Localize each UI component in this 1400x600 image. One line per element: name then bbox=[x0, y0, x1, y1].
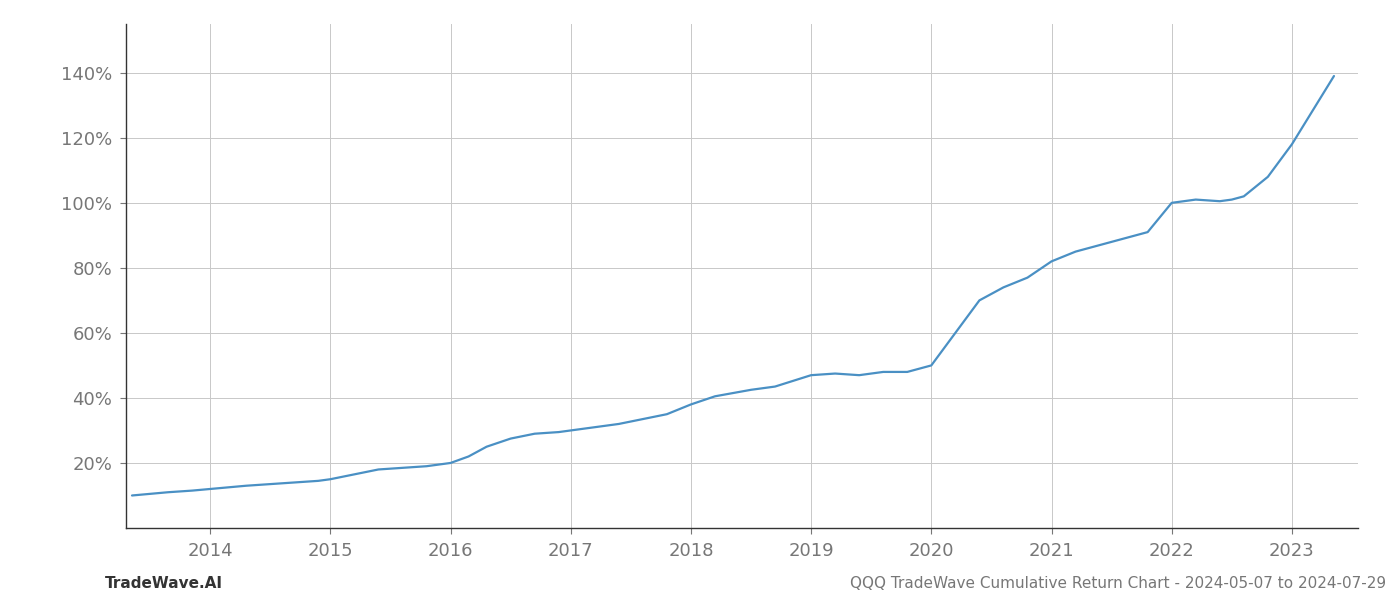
Text: TradeWave.AI: TradeWave.AI bbox=[105, 576, 223, 591]
Text: QQQ TradeWave Cumulative Return Chart - 2024-05-07 to 2024-07-29: QQQ TradeWave Cumulative Return Chart - … bbox=[850, 576, 1386, 591]
